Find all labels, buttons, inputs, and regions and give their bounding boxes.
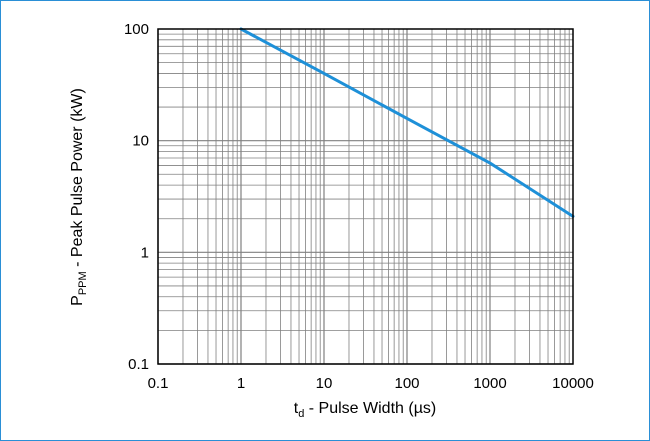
y-tick-label: 100 [124, 21, 149, 38]
x-axis-title: td - Pulse Width (µs) [294, 400, 436, 420]
x-tick-label: 1 [237, 375, 245, 392]
x-tick-label: 100 [394, 375, 419, 392]
y-tick-label: 1 [141, 244, 149, 261]
y-tick-label: 0.1 [128, 356, 149, 373]
y-tick-labels: 0.1 1 10 100 [124, 21, 149, 373]
x-tick-label: 1000 [473, 375, 506, 392]
series-layer [239, 27, 575, 218]
x-tick-label: 10 [316, 375, 333, 392]
x-tick-labels: 0.1 1 10 100 1000 10000 [148, 375, 594, 392]
x-tick-label: 0.1 [148, 375, 169, 392]
y-tick-label: 10 [132, 133, 149, 150]
grid-layer [157, 29, 573, 365]
series-line [239, 27, 575, 218]
x-tick-label: 10000 [552, 375, 594, 392]
plot-area-border [157, 28, 574, 365]
y-axis-title: PPPM - Peak Pulse Power (kW) [69, 88, 89, 306]
